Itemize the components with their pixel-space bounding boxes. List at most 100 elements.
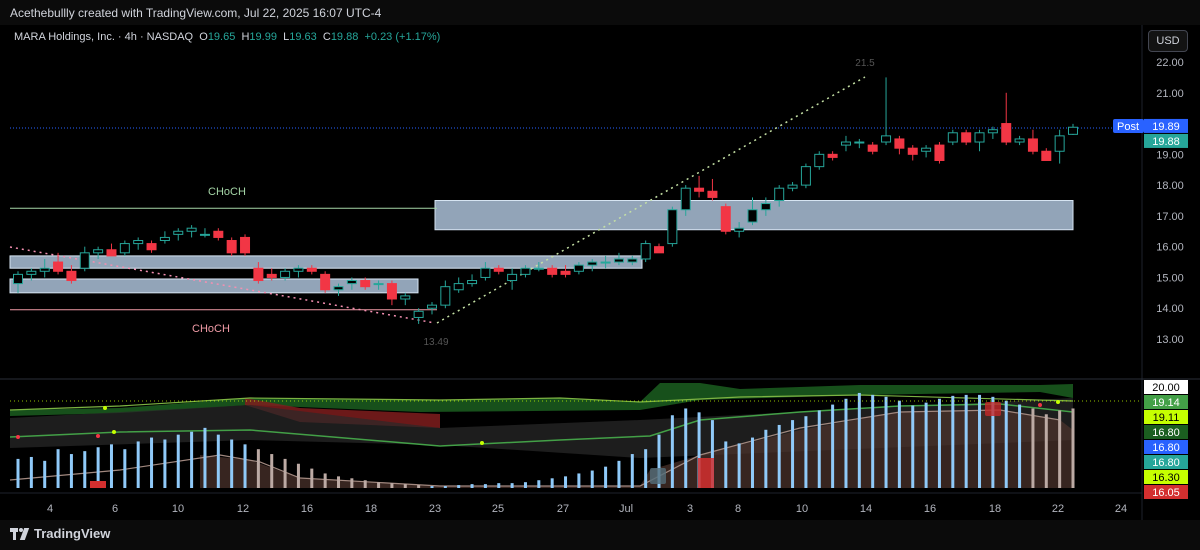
candle-body <box>587 261 598 266</box>
indicator-tag-value: 16.30 <box>1152 472 1180 484</box>
candle <box>667 206 678 247</box>
osc-bar <box>403 484 407 488</box>
candle-body <box>533 267 544 270</box>
candle <box>253 262 264 284</box>
tradingview-logo-icon <box>10 527 30 540</box>
osc-signal-line <box>9 394 1074 411</box>
candle-body <box>360 280 371 288</box>
candle <box>146 240 157 253</box>
indicator-tag-value: 16.80 <box>1152 457 1180 469</box>
candle <box>613 252 624 266</box>
osc-bar <box>417 485 421 488</box>
candle <box>1001 92 1012 146</box>
candle-body <box>53 261 64 272</box>
tradingview-logo[interactable]: TradingView <box>10 526 110 541</box>
chart-area[interactable]: CHoCH CHoCH 21.5 13.49 22.00 21.00 20.00 19.00… <box>0 25 1200 520</box>
candle <box>426 302 437 315</box>
osc-bar <box>83 451 87 488</box>
x-tick-label: 4 <box>47 503 53 515</box>
x-tick-label: 18 <box>989 503 1001 515</box>
candle <box>961 129 972 146</box>
indicator-tag-value: 20.00 <box>1152 382 1180 394</box>
candle <box>694 175 705 198</box>
candle <box>867 142 878 155</box>
osc-bar <box>817 410 821 488</box>
x-tick-label: 14 <box>860 503 872 515</box>
osc-bar <box>577 473 581 488</box>
candle-body <box>654 246 665 254</box>
candle-body <box>507 273 518 282</box>
candle <box>1014 135 1025 146</box>
osc-bar <box>123 449 127 488</box>
indicator-tag <box>1144 380 1188 394</box>
osc-brown-area <box>200 410 1073 488</box>
osc-bar <box>831 404 835 488</box>
candle-body <box>440 286 451 306</box>
candle-body <box>974 132 985 143</box>
osc-bar <box>884 396 888 488</box>
candle-body <box>226 240 237 254</box>
x-tick-label: 24 <box>1115 503 1127 515</box>
indicator-tag <box>1144 455 1188 469</box>
close-label: C <box>322 31 331 43</box>
candle <box>1027 129 1038 155</box>
candle-body <box>907 147 918 155</box>
candle-body <box>93 249 104 254</box>
candle <box>707 178 718 201</box>
osc-red-marker <box>90 481 106 488</box>
candle-body <box>600 261 611 264</box>
x-tick-label: 3 <box>687 503 693 515</box>
x-tick-label: 12 <box>237 503 249 515</box>
candle <box>453 277 464 293</box>
candle-body <box>560 270 571 275</box>
candle-body <box>346 280 357 285</box>
candle <box>360 277 371 290</box>
x-tick-label: 16 <box>301 503 313 515</box>
swing-high-label: 21.5 <box>855 58 875 69</box>
candle <box>600 255 611 269</box>
candle <box>1068 123 1078 135</box>
candle-body <box>146 243 157 251</box>
osc-bar <box>523 482 527 488</box>
y-tick-label: 16.00 <box>1156 242 1184 254</box>
candle <box>386 280 397 306</box>
currency-button[interactable]: USD <box>1148 30 1188 52</box>
candle-body <box>1001 123 1012 143</box>
osc-bar <box>43 460 47 488</box>
osc-bar <box>1071 408 1075 488</box>
bottom-bar: TradingView <box>0 520 1200 550</box>
candle-body <box>881 135 892 143</box>
osc-bar <box>617 460 621 488</box>
candle-body <box>774 187 785 201</box>
candle <box>640 240 651 263</box>
candle <box>93 246 104 259</box>
high-label: H <box>241 31 250 43</box>
osc-bar <box>29 456 33 488</box>
low-value: 19.63 <box>289 31 317 43</box>
candle <box>493 265 504 275</box>
x-tick-label: 6 <box>112 503 118 515</box>
x-tick-label: 8 <box>735 503 741 515</box>
price-chart[interactable]: CHoCH CHoCH 21.5 13.49 22.00 21.00 20.00 19.00… <box>0 25 1200 520</box>
candle <box>974 129 985 152</box>
candle <box>881 77 892 146</box>
candle <box>39 258 50 278</box>
osc-bar <box>657 434 661 488</box>
candle <box>467 274 478 287</box>
candle-body <box>133 240 144 245</box>
chart-credit: Acethebullly created with TradingView.co… <box>10 6 382 20</box>
candle-body <box>240 236 251 254</box>
osc-bar <box>991 396 995 488</box>
osc-bar <box>109 444 113 488</box>
candle-body <box>747 209 758 223</box>
post-tag-label: Post <box>1117 121 1139 133</box>
osc-bar <box>857 392 861 488</box>
candle <box>480 262 491 281</box>
candle-body <box>694 187 705 192</box>
osc-bar <box>630 454 634 488</box>
candle-body <box>827 153 838 158</box>
candle <box>119 240 130 256</box>
candle <box>840 135 851 152</box>
indicator-tag <box>1144 425 1188 439</box>
osc-signal-dot <box>16 435 20 439</box>
